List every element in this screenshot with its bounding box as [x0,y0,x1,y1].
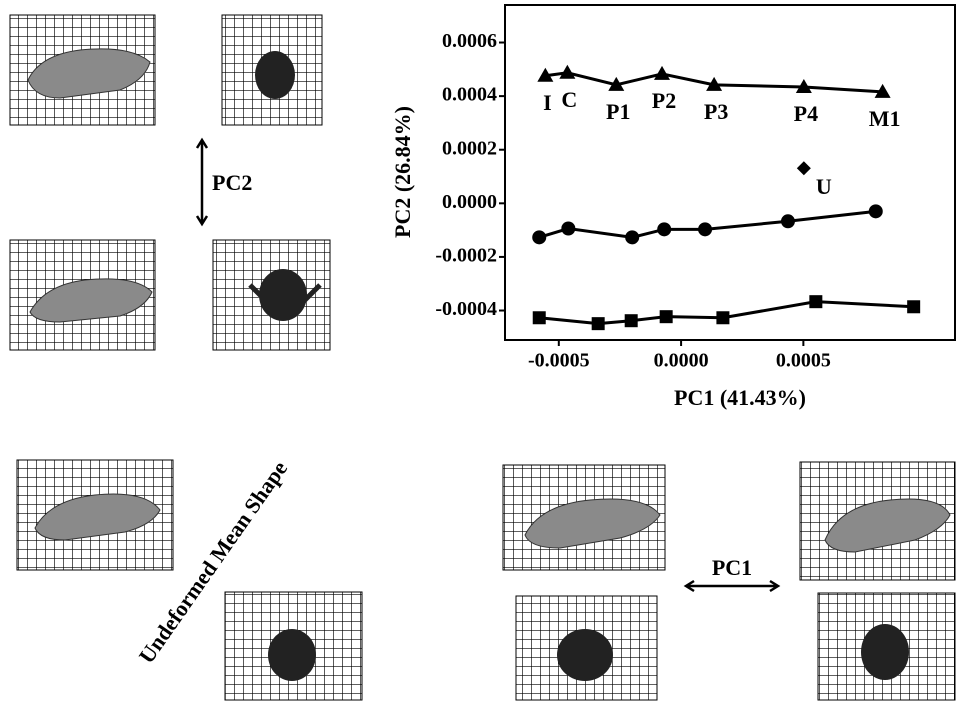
point-label: P3 [704,99,728,124]
data-point [809,295,822,308]
y-tick-label: -0.0002 [435,245,497,267]
data-point [657,222,671,236]
data-point [698,222,712,236]
data-point [660,310,673,323]
point-label: P2 [652,88,676,113]
data-point [797,161,811,175]
panel [800,462,955,580]
annotation: PC2 [212,170,252,195]
data-point [625,230,639,244]
panel [17,460,173,570]
point-label: M1 [869,106,901,131]
panel [516,596,657,700]
point-label: P4 [794,101,818,126]
figure: PC2 PC1 Undeformed Mean Shape PC1 (41.43… [0,0,956,704]
data-point [532,230,546,244]
data-point [907,300,920,313]
x-tick-label: 0.0005 [776,350,831,372]
x-tick-label: 0.0000 [654,350,709,372]
panel [818,593,955,700]
data-point [561,222,575,236]
data-point [869,204,883,218]
y-axis-label: PC2 (26.84%) [390,106,415,238]
point-label: P1 [606,99,630,124]
panel [10,240,155,350]
data-point [654,66,670,80]
point-label: I [543,90,552,115]
y-tick-label: -0.0004 [435,298,497,320]
point-label: C [561,87,577,112]
arrow [197,140,207,224]
arrow [686,581,778,591]
data-point [781,214,795,228]
panel [225,592,362,700]
data-point [592,317,605,330]
y-tick-label: 0.0000 [442,191,497,213]
data-point [716,311,729,324]
data-point [625,314,638,327]
annotation: PC1 [712,555,752,580]
y-tick-label: 0.0002 [442,137,497,159]
plot-frame [505,5,955,340]
panel [222,15,322,125]
y-tick-label: 0.0004 [442,84,497,106]
data-point [559,65,575,79]
x-tick-label: -0.0005 [528,350,590,372]
panel [213,240,330,350]
y-tick-label: 0.0006 [442,30,497,52]
point-label: U [816,174,832,199]
data-point [533,311,546,324]
panel [503,465,665,570]
panel [10,15,155,125]
x-axis-label: PC1 (41.43%) [674,385,806,410]
